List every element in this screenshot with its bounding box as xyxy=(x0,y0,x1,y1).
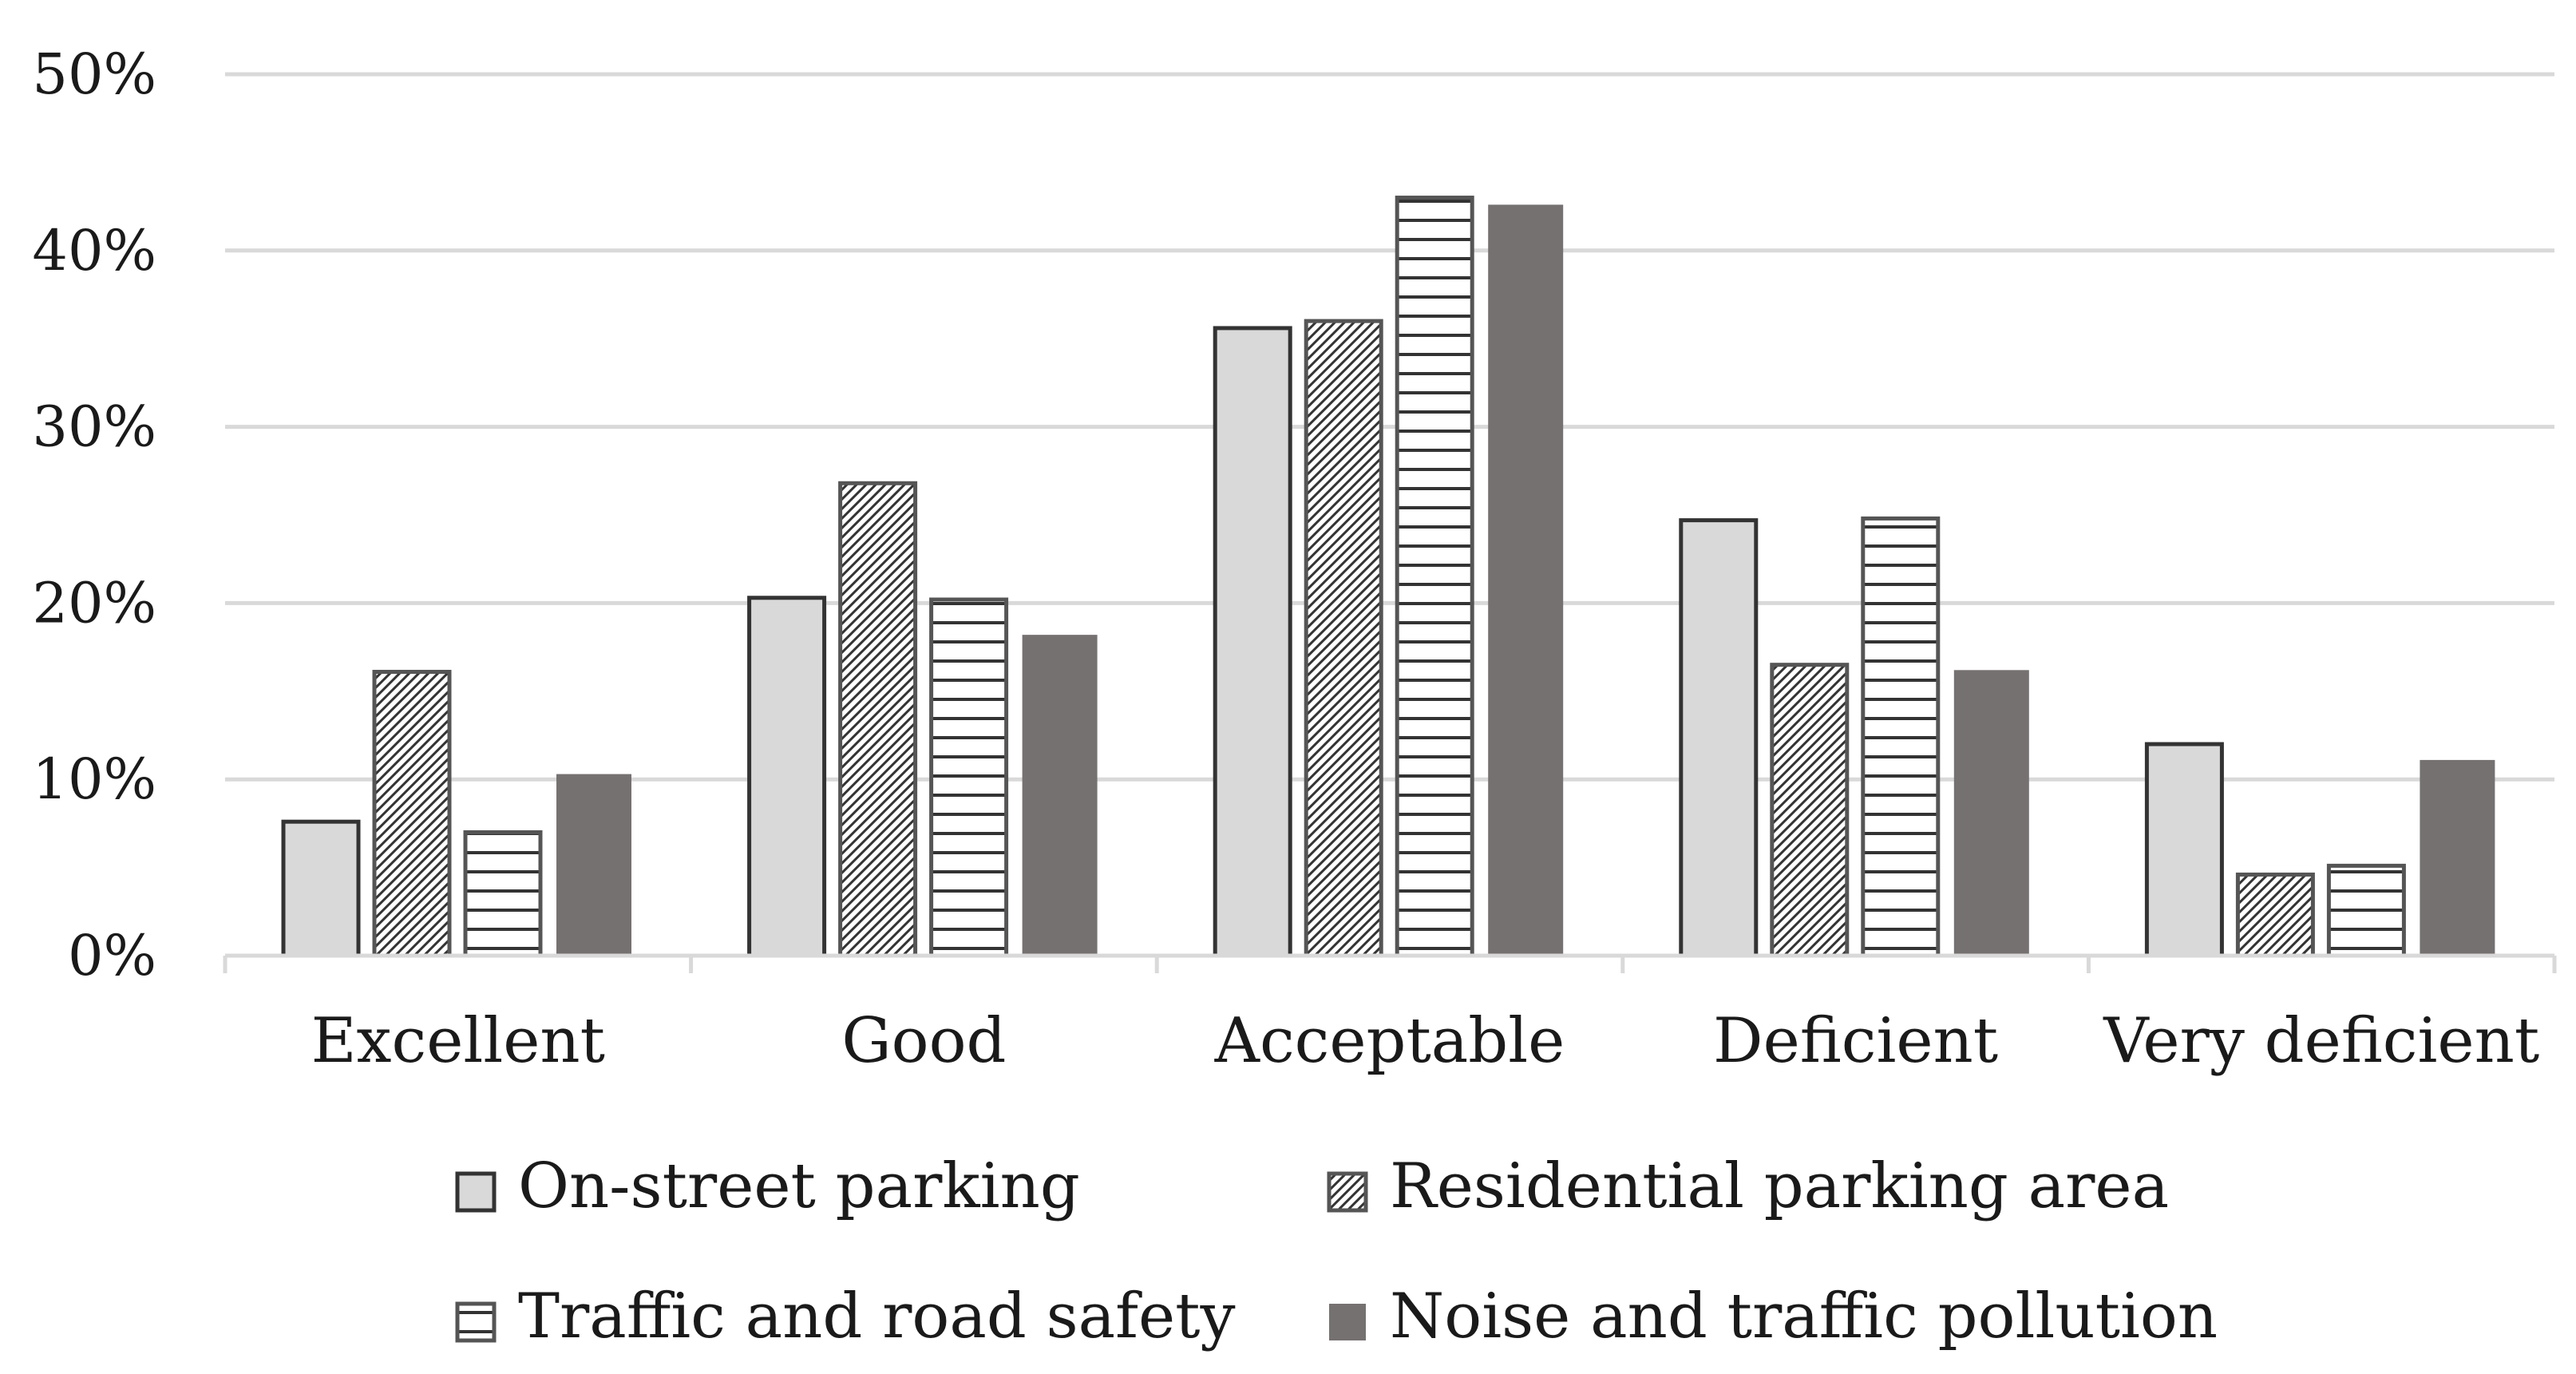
gridlines xyxy=(225,72,2554,782)
x-tick-label: Deficient xyxy=(1713,1005,1998,1077)
legend: On-street parking Residential parking are… xyxy=(455,1150,2218,1352)
y-tick-label: 40% xyxy=(32,218,156,283)
bar xyxy=(463,830,543,958)
legend-swatch xyxy=(1329,1304,1366,1340)
y-tick-label: 50% xyxy=(32,42,156,107)
legend-swatch xyxy=(1327,1171,1368,1213)
bar xyxy=(2326,863,2406,958)
y-tick-label: 0% xyxy=(68,923,156,988)
y-tick-label: 20% xyxy=(32,570,156,636)
bar xyxy=(1395,196,1474,958)
bar xyxy=(929,597,1009,958)
legend-swatch xyxy=(455,1171,497,1213)
bar xyxy=(281,819,361,958)
legend-label: Traffic and road safety xyxy=(518,1281,1236,1352)
bar xyxy=(556,774,631,956)
legend-label: Residential parking area xyxy=(1390,1150,2169,1222)
bar xyxy=(1770,663,1850,958)
legend-label: Noise and traffic pollution xyxy=(1390,1281,2218,1352)
bar xyxy=(2144,742,2224,958)
bar xyxy=(1953,670,2029,956)
bar xyxy=(838,481,918,958)
x-tick-label: Excellent xyxy=(311,1005,605,1077)
bar xyxy=(2235,872,2315,958)
legend-label: On-street parking xyxy=(518,1150,1080,1222)
bar xyxy=(2420,759,2495,956)
bar xyxy=(1679,518,1759,958)
bar xyxy=(747,596,827,958)
x-axis-tick-labels: Excellent Good Acceptable Deficient Very def… xyxy=(311,1005,2540,1077)
y-tick-label: 10% xyxy=(32,746,156,812)
bar xyxy=(1022,635,1098,956)
bar xyxy=(1488,204,1564,956)
x-tick-label: Very deficient xyxy=(2103,1005,2539,1077)
x-axis xyxy=(223,953,2557,973)
y-tick-label: 30% xyxy=(32,394,156,460)
bars xyxy=(281,196,2495,958)
bar xyxy=(1213,326,1292,958)
bar xyxy=(1861,516,1941,958)
bar xyxy=(1304,319,1383,958)
x-tick-label: Good xyxy=(841,1005,1006,1077)
x-tick-label: Acceptable xyxy=(1214,1005,1565,1077)
legend-swatch xyxy=(455,1301,497,1343)
y-axis-tick-labels: 0% 10% 20% 30% 40% 50% xyxy=(32,42,156,988)
bar xyxy=(372,670,452,958)
